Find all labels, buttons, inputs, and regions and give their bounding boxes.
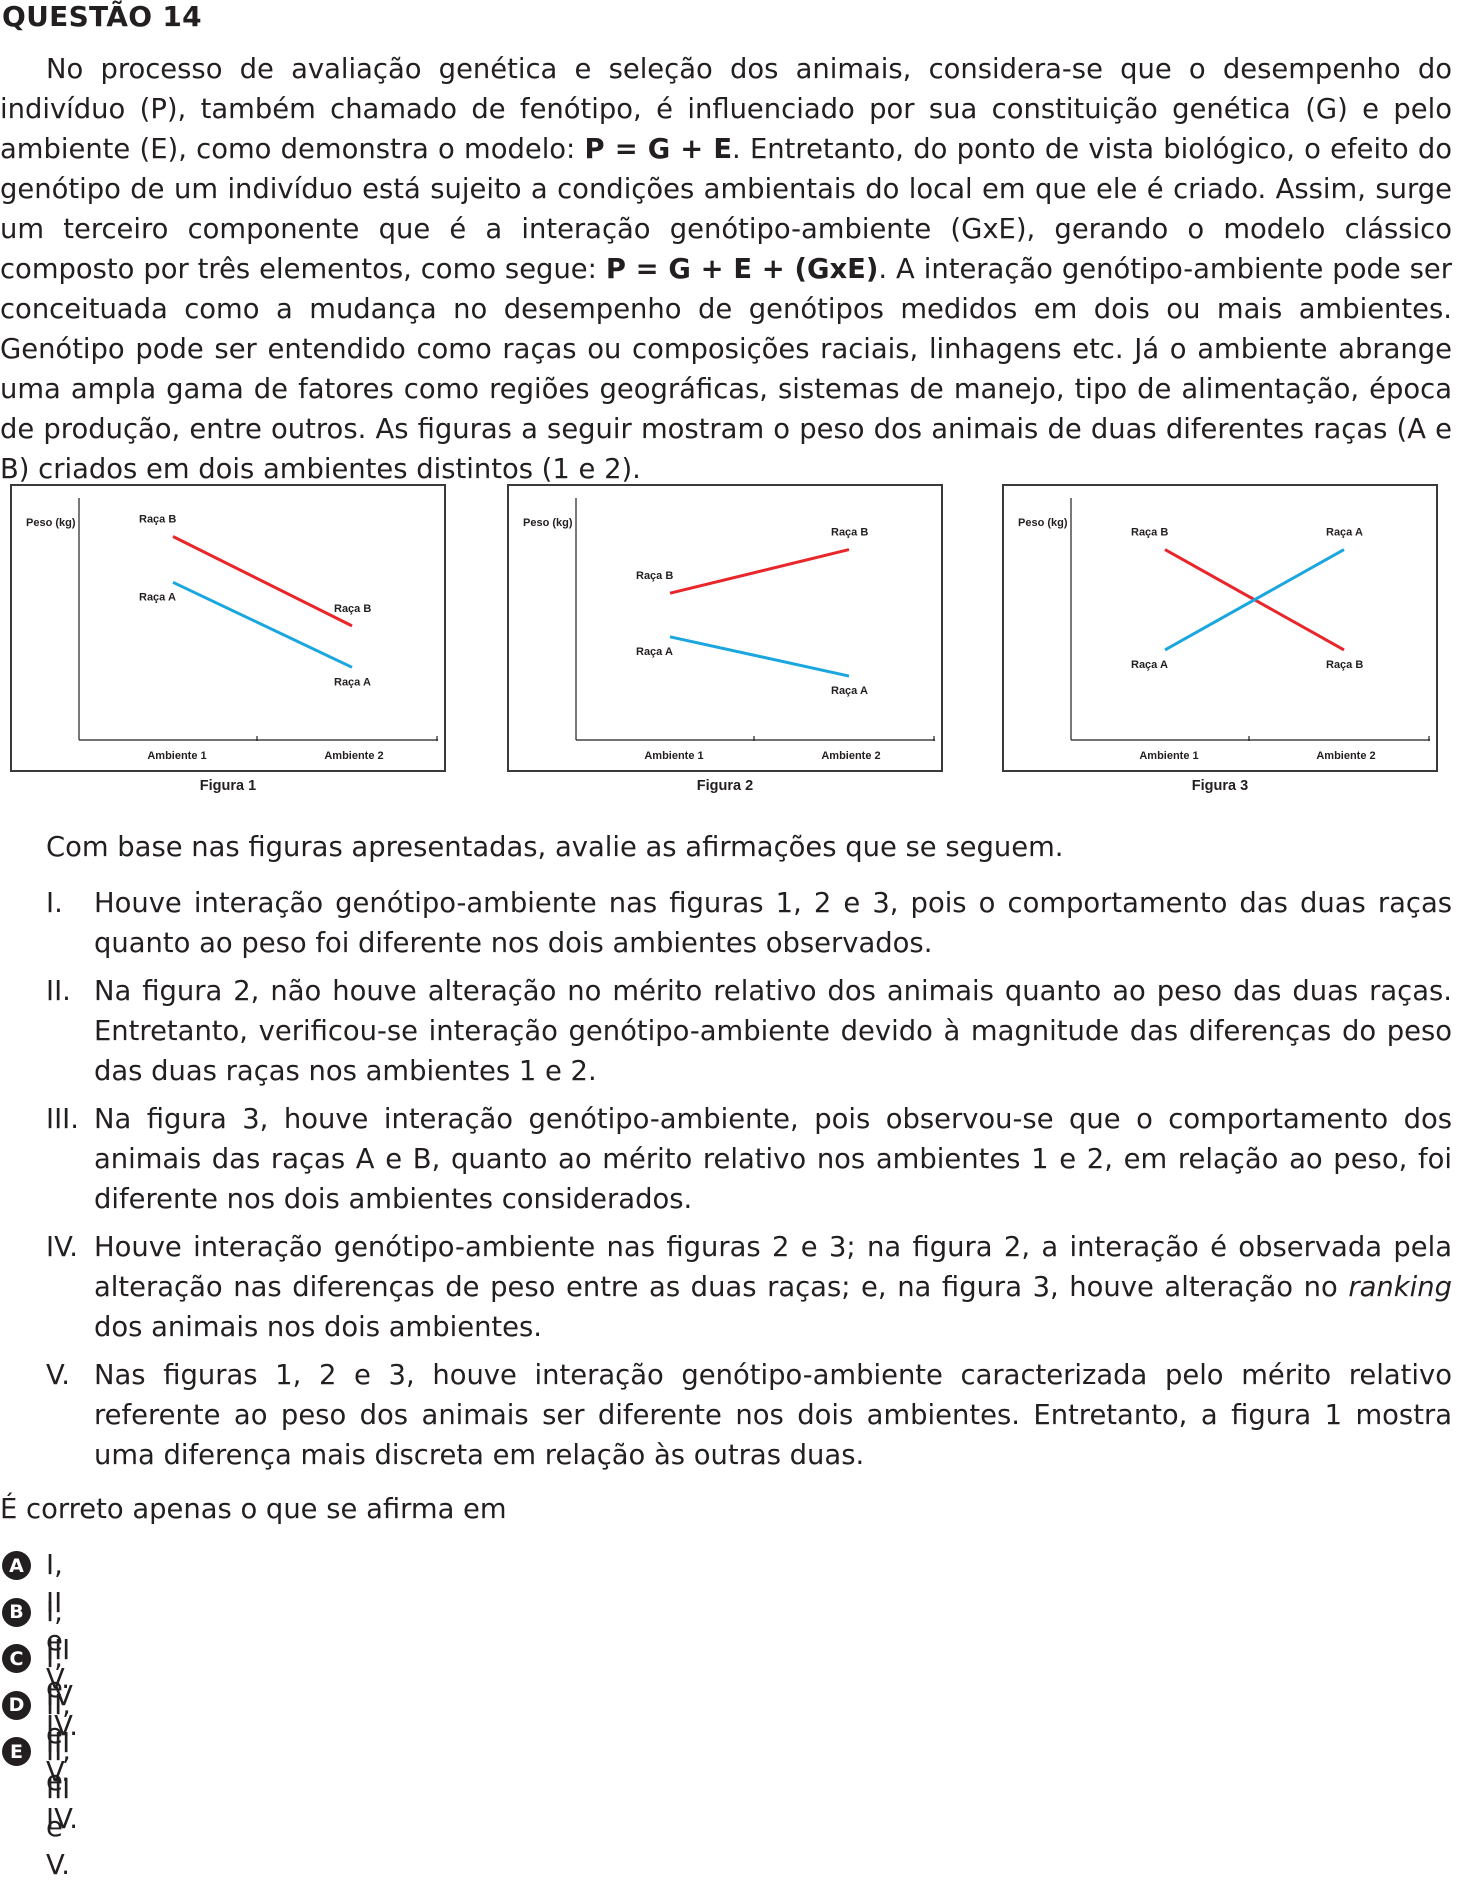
statement-text: Na figura 3, houve interação genótipo-am… <box>94 1100 1452 1220</box>
statement-item: I. Houve interação genótipo-ambiente nas … <box>0 884 1452 964</box>
statement-text: Na figura 2, não houve alteração no méri… <box>94 972 1452 1092</box>
series-line-raca-b <box>669 548 850 595</box>
text-run: Na figura 3, houve interação genótipo-am… <box>94 1104 1452 1215</box>
option-text: I, III e IV. <box>46 1596 78 1742</box>
statement-text: Houve interação genótipo-ambiente nas fi… <box>94 884 1452 964</box>
point-label: Raça A <box>636 646 673 658</box>
y-axis-label: Peso (kg) <box>523 517 573 529</box>
text-run: Houve interação genótipo-ambiente nas fi… <box>94 888 1452 959</box>
text-run: Houve interação genótipo-ambiente nas fi… <box>94 1232 1452 1303</box>
answer-prompt: É correto apenas o que se afirma em <box>0 1494 507 1525</box>
option-letter-badge: E <box>2 1737 31 1766</box>
point-label: Raça B <box>139 514 176 526</box>
series-line-raca-a <box>669 635 850 678</box>
option-letter-badge: C <box>2 1644 31 1673</box>
x-tick-label: Ambiente 1 <box>1139 750 1198 762</box>
text-run: No processo de avaliação genética e sele… <box>0 54 1452 165</box>
figure-1: Peso (kg) Ambiente 1 Ambiente 2 Raça B Raça … <box>10 484 446 772</box>
statement-number: IV. <box>46 1232 78 1263</box>
figure-3-caption: Figura 3 <box>1191 778 1249 794</box>
statement-number: I. <box>46 888 63 919</box>
figure-2-chart: Peso (kg) Ambiente 1 Ambiente 2 Raça B Raça … <box>523 498 935 762</box>
figure-1-caption: Figura 1 <box>199 778 257 794</box>
series-line-raca-a <box>172 580 353 669</box>
point-label: Raça A <box>139 591 176 603</box>
figure-3-chart: Peso (kg) Ambiente 1 Ambiente 2 Raça B Raça … <box>1018 498 1430 762</box>
figure-2-caption: Figura 2 <box>696 778 754 794</box>
figure-2: Peso (kg) Ambiente 1 Ambiente 2 Raça B Raça … <box>507 484 943 772</box>
text-run: Nas figuras 1, 2 e 3, houve interação ge… <box>94 1360 1452 1471</box>
point-label: Raça A <box>1326 527 1363 539</box>
statements-prompt: Com base nas figuras apresentadas, avali… <box>46 832 1064 863</box>
option-text: I, II e V. <box>46 1550 70 1695</box>
point-label: Raça B <box>1131 527 1168 539</box>
y-axis-label: Peso (kg) <box>1018 517 1068 529</box>
point-label: Raça B <box>334 603 371 615</box>
series-line-raca-b <box>172 535 353 628</box>
statement-text: Houve interação genótipo-ambiente nas fi… <box>94 1228 1452 1348</box>
statement-item: IV. Houve interação genótipo-ambiente nas… <box>0 1228 1452 1348</box>
x-tick-label: Ambiente 1 <box>644 750 703 762</box>
text-run: P = G + E + (GxE) <box>605 254 879 285</box>
question-title: QUESTÃO 14 <box>2 0 202 33</box>
x-tick-label: Ambiente 2 <box>821 750 880 762</box>
statement-number: III. <box>46 1104 79 1135</box>
text-run: P = G + E <box>584 134 733 165</box>
statement-item: V. Nas figuras 1, 2 e 3, houve interação … <box>0 1356 1452 1476</box>
x-tick-label: Ambiente 1 <box>147 750 206 762</box>
statement-text: Nas figuras 1, 2 e 3, houve interação ge… <box>94 1356 1452 1476</box>
point-label: Raça B <box>831 527 868 539</box>
y-axis-label: Peso (kg) <box>26 517 76 529</box>
statement-number: II. <box>46 976 71 1007</box>
option-letter-badge: B <box>2 1597 31 1627</box>
text-run: dos animais nos dois ambientes. <box>94 1312 543 1343</box>
text-run: ranking <box>1348 1272 1452 1303</box>
question-intro: No processo de avaliação genética e sele… <box>0 50 1452 490</box>
text-run: . Entretanto, do ponto de vista biológic… <box>0 134 1453 285</box>
statement-item: III. Na figura 3, houve interação genótip… <box>0 1100 1452 1220</box>
point-label: Raça A <box>831 685 868 697</box>
statement-item: II. Na figura 2, não houve alteração no m… <box>0 972 1452 1092</box>
point-label: Raça B <box>1326 659 1363 671</box>
option-letter-badge: D <box>2 1690 31 1720</box>
figure-1-chart: Peso (kg) Ambiente 1 Ambiente 2 Raça B Raça … <box>26 498 438 762</box>
point-label: Raça B <box>636 570 673 582</box>
statement-number: V. <box>46 1360 70 1391</box>
x-tick-label: Ambiente 2 <box>1316 750 1375 762</box>
point-label: Raça A <box>334 676 371 688</box>
option-text: II, III e V. <box>46 1736 71 1881</box>
statements-list: I. Houve interação genótipo-ambiente nas … <box>0 884 1452 1484</box>
text-run: Na figura 2, não houve alteração no méri… <box>94 976 1452 1087</box>
text-run: . A interação genótipo-ambiente pode ser… <box>0 254 1453 485</box>
option-letter-badge: A <box>2 1551 31 1580</box>
x-tick-label: Ambiente 2 <box>324 750 383 762</box>
figure-3: Peso (kg) Ambiente 1 Ambiente 2 Raça B Raça … <box>1002 484 1438 772</box>
series-line-raca-a <box>1164 548 1345 652</box>
point-label: Raça A <box>1131 659 1168 671</box>
